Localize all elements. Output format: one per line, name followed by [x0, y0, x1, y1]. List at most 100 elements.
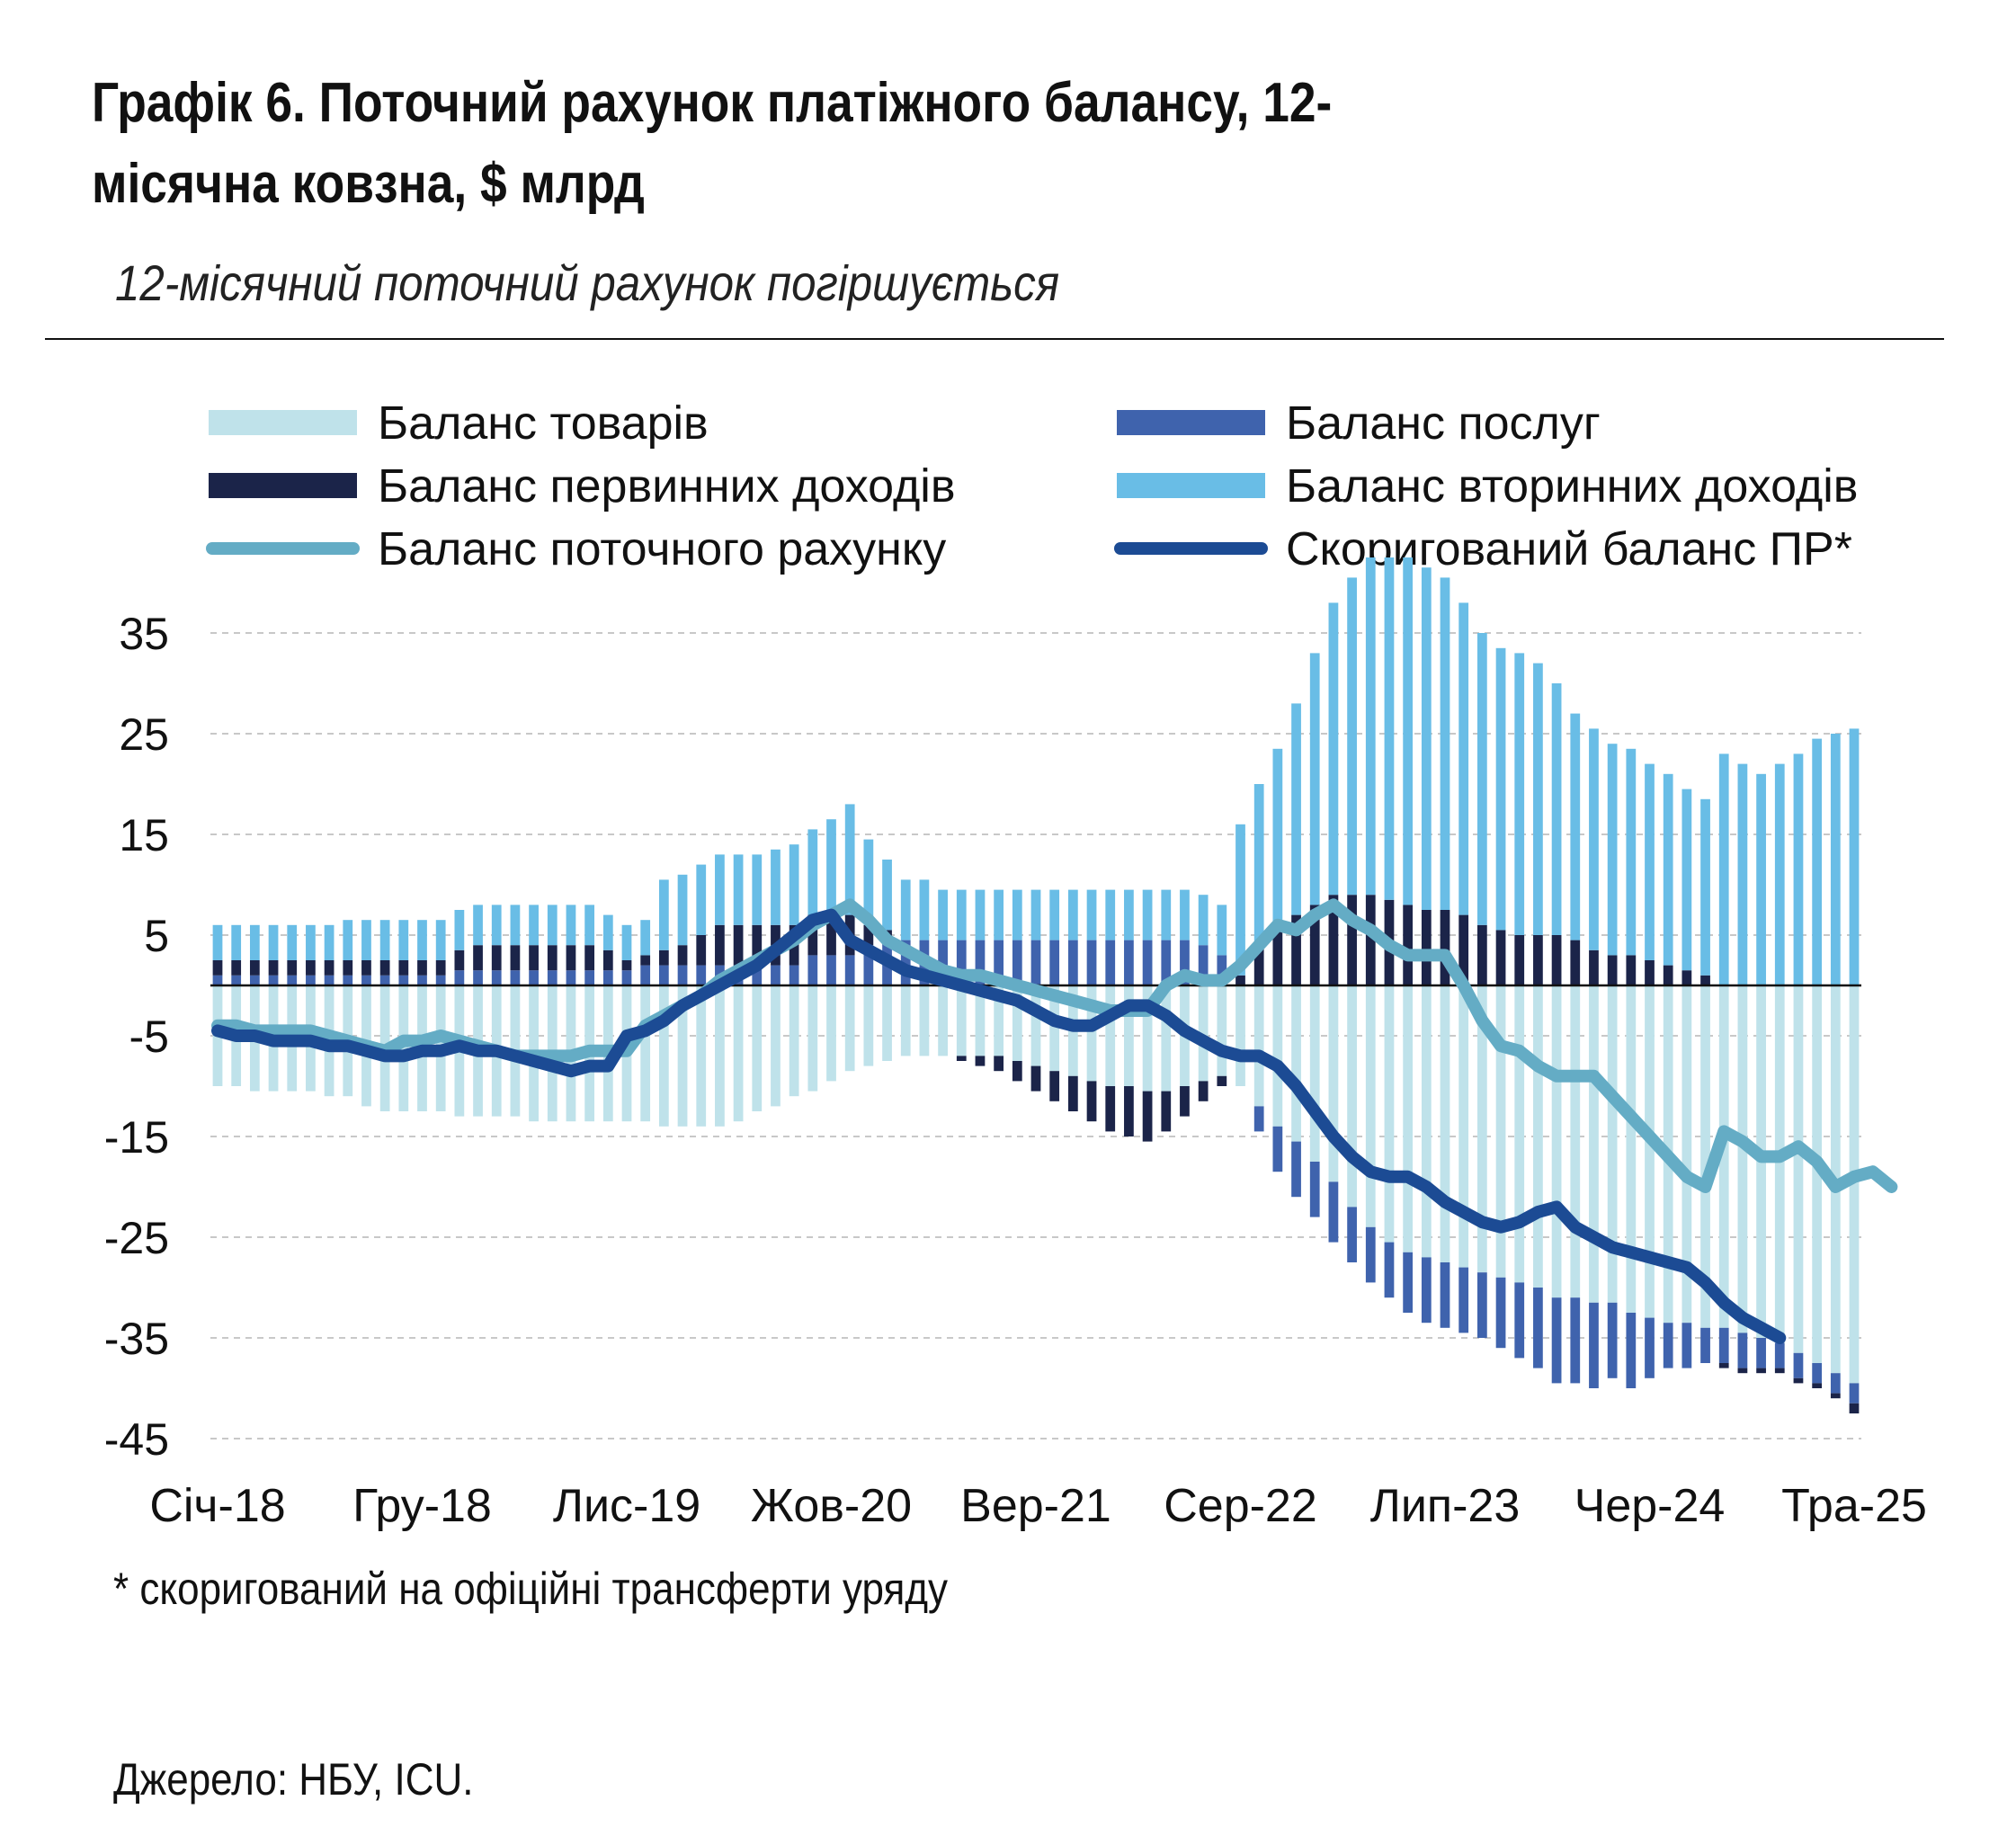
bar-goods [1514, 985, 1525, 1283]
bar-goods [1533, 985, 1543, 1288]
bar-secondary [900, 879, 911, 940]
bar-secondary [1718, 753, 1729, 985]
bar-secondary [807, 829, 818, 915]
y-axis-ticks: 35 25 15 5 -5 -15 -25 -35 -45 [104, 609, 169, 1465]
bar-services [1514, 1282, 1525, 1359]
bar-primary [1049, 1071, 1060, 1101]
bar-primary [343, 960, 353, 976]
bar-secondary [547, 905, 558, 946]
bar-services [621, 970, 632, 985]
bar-goods [677, 985, 688, 1127]
bar-services [826, 955, 836, 985]
bar-primary [1756, 1368, 1766, 1374]
bar-secondary [1086, 889, 1097, 940]
bar-secondary [1347, 577, 1357, 896]
bar-secondary [529, 905, 539, 946]
bar-services [1198, 945, 1209, 985]
bar-secondary [658, 879, 669, 950]
bar-services [1421, 1257, 1432, 1324]
bar-services [1309, 1162, 1320, 1217]
bar-primary [212, 960, 223, 976]
bar-secondary [1774, 763, 1785, 985]
x-tick-label: Вер-21 [960, 1480, 1111, 1532]
bar-secondary [1272, 748, 1283, 931]
bar-services [417, 975, 427, 985]
bar-services [212, 975, 223, 985]
x-tick-label: Жов-20 [751, 1480, 912, 1532]
x-tick-label: Тра-25 [1781, 1480, 1927, 1532]
bar-secondary [677, 874, 688, 946]
bar-services [1626, 1313, 1637, 1388]
legend-item-primary: Баланс первинних доходів [209, 460, 955, 512]
bar-primary [733, 924, 744, 966]
bar-primary [1514, 935, 1525, 985]
bar-secondary [696, 864, 707, 935]
chart-canvas: Баланс товарів Баланс послуг Баланс первин… [104, 397, 1927, 1532]
bar-primary [510, 945, 521, 971]
bar-secondary [473, 905, 483, 946]
bar-secondary [1458, 602, 1469, 915]
bar-goods [398, 985, 409, 1111]
bar-primary [1235, 975, 1245, 985]
bar-secondary [1626, 748, 1637, 956]
bar-services [435, 975, 446, 985]
bar-secondary [956, 889, 967, 940]
x-tick-label: Гру-18 [352, 1480, 492, 1532]
x-axis-ticks: Січ-18 Гру-18 Лис-19 Жов-20 Вер-21 Сер-22 Лип-… [149, 1480, 1927, 1532]
bar-primary [1328, 895, 1339, 985]
y-tick-label: -5 [129, 1012, 169, 1062]
bar-primary [1570, 940, 1581, 985]
bar-primary [1718, 1363, 1729, 1368]
y-tick-label: 25 [119, 709, 169, 760]
legend-item-secondary: Баланс вторинних доходів [1117, 460, 1858, 512]
legend-item-current_account: Баланс поточного рахунку [206, 523, 946, 575]
bar-goods [1012, 985, 1022, 1061]
bar-goods [1365, 985, 1376, 1227]
bar-goods [882, 985, 892, 1061]
bar-services [844, 955, 855, 985]
bar-goods [1272, 985, 1283, 1127]
bar-secondary [1235, 824, 1245, 976]
legend-item-services: Баланс послуг [1117, 397, 1601, 450]
bar-services [1049, 940, 1060, 985]
bar-services [584, 970, 595, 985]
bar-primary [1793, 1377, 1804, 1384]
bar-primary [975, 1056, 986, 1066]
bar-primary [1217, 1075, 1227, 1086]
bar-primary [602, 949, 613, 971]
bar-primary [807, 914, 818, 956]
x-tick-label: Чер-24 [1574, 1480, 1726, 1532]
grid-lines [210, 632, 1861, 1439]
bar-services [1291, 1141, 1301, 1198]
chart-subtitle: 12-місячний поточний рахунок погіршуєтьс… [115, 254, 1060, 311]
bar-goods [1812, 985, 1823, 1363]
bar-goods [1440, 985, 1450, 1262]
bar-primary [1012, 1061, 1022, 1082]
bar-secondary [212, 924, 223, 960]
bar-secondary [1328, 602, 1339, 896]
bar-primary [1830, 1393, 1841, 1399]
bar-goods [1589, 985, 1599, 1303]
bar-secondary [715, 854, 725, 925]
bar-primary [529, 945, 539, 971]
bar-primary [1626, 955, 1637, 985]
bar-primary [956, 1056, 967, 1061]
bar-services [566, 970, 576, 985]
bar-secondary [435, 920, 446, 960]
bar-primary [287, 960, 298, 976]
bar-services [231, 975, 242, 985]
bar-secondary [249, 924, 260, 960]
bar-secondary [975, 889, 986, 940]
bar-services [789, 965, 799, 985]
bar-primary [1421, 910, 1432, 985]
bar-primary [1347, 895, 1357, 985]
bar-services [1718, 1327, 1729, 1363]
y-tick-label: -45 [104, 1414, 169, 1465]
bar-goods [1347, 985, 1357, 1208]
bar-services [658, 965, 669, 985]
bar-services [1663, 1323, 1673, 1368]
bar-services [771, 965, 781, 985]
bar-primary [752, 924, 763, 966]
bar-goods [1291, 985, 1301, 1142]
bar-secondary [1737, 763, 1748, 985]
